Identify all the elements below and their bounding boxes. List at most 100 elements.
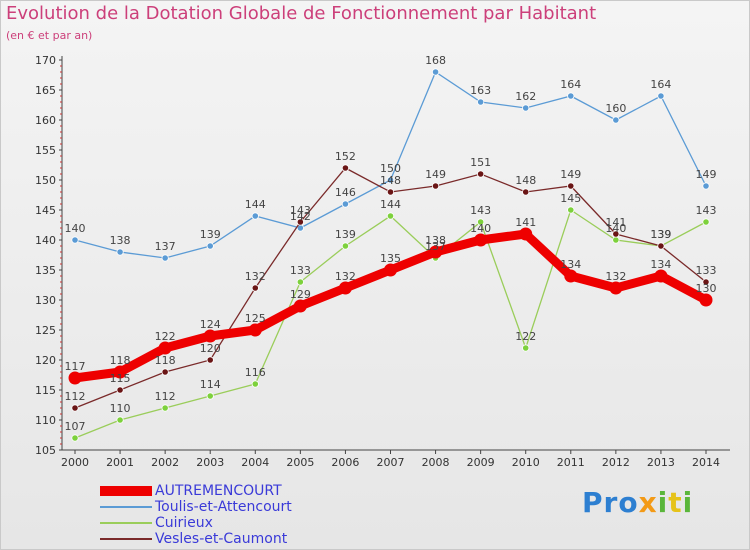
x-tick-label: 2006 [331,456,359,469]
legend-label: Toulis-et-Attencourt [155,499,292,515]
data-point [657,92,665,100]
data-point [477,170,485,178]
data-label: 115 [110,372,131,385]
logo-letter: o [618,486,639,519]
legend-swatch [100,506,152,508]
data-label: 139 [650,228,671,241]
data-label: 133 [290,264,311,277]
data-point [477,98,485,106]
x-tick-label: 2005 [286,456,314,469]
data-point [657,242,665,250]
data-point [702,278,710,286]
data-label: 168 [425,54,446,67]
data-point [702,218,710,226]
data-label: 124 [200,318,221,331]
data-point [429,245,443,259]
data-point [248,323,262,337]
data-label: 133 [696,264,717,277]
data-point [702,182,710,190]
data-point [68,371,82,385]
data-point [161,368,169,376]
data-label: 122 [515,330,536,343]
x-tick-label: 2010 [512,456,540,469]
data-point [296,218,304,226]
data-point [477,218,485,226]
data-label: 160 [605,102,626,115]
data-label: 163 [470,84,491,97]
data-point [71,434,79,442]
data-label: 125 [245,312,266,325]
data-label: 114 [200,378,221,391]
logo-letter: P [582,486,604,519]
line-chart: 105 110 115 120 125 130 135 140 145 150 155 160 165 1… [35,54,730,469]
data-label: 141 [605,216,626,229]
x-tick-label: 2009 [467,456,495,469]
data-label: 138 [425,234,446,247]
x-tick-label: 2011 [557,456,585,469]
data-point [116,416,124,424]
y-tick-label: 160 [35,114,56,127]
data-label: 146 [335,186,356,199]
legend-label: Vesles-et-Caumont [155,531,288,547]
proxiti-logo: Proxiti [582,486,693,519]
data-label: 149 [560,168,581,181]
data-point [203,329,217,343]
data-label: 139 [335,228,356,241]
data-label: 118 [155,354,176,367]
legend-label: Cuirieux [155,515,213,531]
x-tick-label: 2008 [422,456,450,469]
data-point [206,392,214,400]
x-tick-label: 2013 [647,456,675,469]
data-point [699,293,713,307]
data-label: 137 [425,240,446,253]
x-tick-label: 2004 [241,456,269,469]
data-label: 148 [515,174,536,187]
data-point [431,182,440,190]
data-point [386,212,395,220]
legend-swatch [100,486,152,496]
data-point [386,188,395,196]
y-tick-label: 130 [35,294,56,307]
data-label: 135 [380,252,401,265]
data-label: 141 [515,216,536,229]
data-label: 130 [696,282,717,295]
data-point [609,281,623,295]
data-label: 112 [65,390,86,403]
data-point [567,92,575,100]
data-point [567,182,575,190]
data-point [384,263,397,277]
data-label: 149 [425,168,446,181]
data-point [116,386,124,394]
data-label: 138 [110,234,131,247]
data-label: 137 [155,240,176,253]
data-point [522,188,530,196]
data-label: 132 [245,270,266,283]
data-label: 139 [200,228,221,241]
y-tick-label: 110 [35,414,56,427]
data-point [612,116,620,124]
data-point [341,242,350,250]
y-tick-label: 105 [35,444,56,457]
y-tick-label: 145 [35,204,56,217]
data-point [251,212,259,220]
legend-swatch [100,522,152,524]
data-label: 164 [560,78,581,91]
data-label: 116 [245,366,266,379]
data-label: 162 [515,90,536,103]
data-point [251,380,259,388]
data-point [206,242,214,250]
data-point [341,200,350,208]
data-point [116,248,124,256]
data-label: 143 [470,204,491,217]
data-point [158,341,172,355]
data-label: 144 [245,198,266,211]
data-label: 148 [380,174,401,187]
data-label: 143 [290,204,311,217]
x-tick-label: 2001 [106,456,134,469]
data-label: 150 [380,162,401,175]
data-point [612,236,620,244]
data-point [567,206,575,214]
data-label: 110 [110,402,131,415]
data-point [296,278,304,286]
data-label: 140 [605,222,626,235]
